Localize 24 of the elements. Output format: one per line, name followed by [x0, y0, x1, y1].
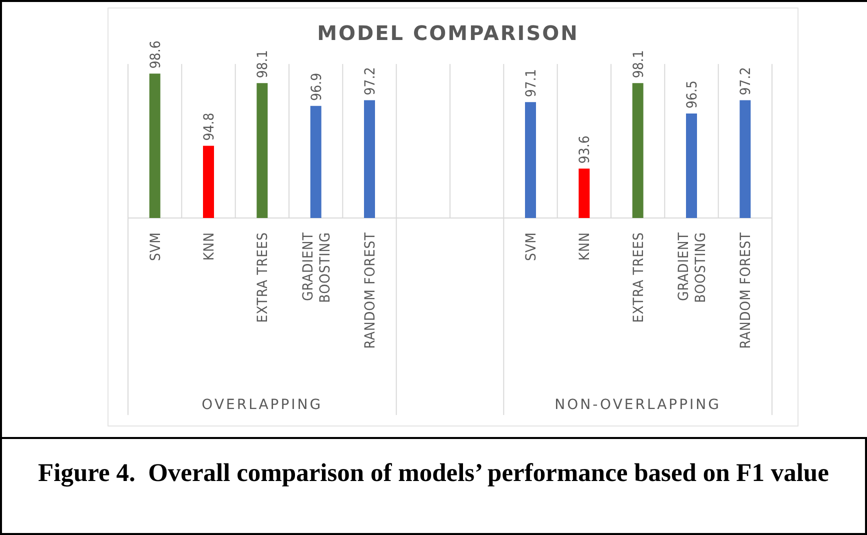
data-label: 98.6: [148, 40, 164, 69]
chart-title: MODEL COMPARISON: [317, 21, 579, 45]
data-label: 97.2: [738, 67, 754, 96]
data-label: 93.6: [577, 136, 594, 164]
x-tick-label: RANDOM FOREST: [738, 232, 754, 349]
x-tick-label: EXTRA TREES: [255, 232, 272, 323]
x-tick-label: GRADIENT BOOSTING: [300, 232, 334, 303]
x-tick-label: KNN: [577, 232, 594, 261]
data-label: 97.2: [362, 67, 378, 96]
text: NON-OVERLAPPING: [554, 397, 722, 413]
x-tick-label: RANDOM FOREST: [362, 232, 378, 349]
x-tick-label: SVM: [524, 232, 540, 261]
data-label: 96.5: [684, 80, 700, 108]
data-label: 98.1: [630, 50, 647, 78]
x-tick-label: SVM: [148, 232, 164, 261]
caption: Figure 4. Overall comparison of models’ performance based on F1 value: [37, 458, 830, 488]
x-tick-label: EXTRA TREES: [630, 232, 647, 323]
data-label: 96.9: [308, 72, 325, 101]
x-tick-label: KNN: [202, 232, 218, 261]
text: OVERLAPPING: [202, 397, 323, 413]
data-label: 97.1: [524, 69, 540, 98]
data-label: 94.8: [202, 112, 218, 141]
x-tick-label: GRADIENT BOOSTING: [676, 232, 709, 303]
data-label: 98.1: [255, 50, 272, 78]
